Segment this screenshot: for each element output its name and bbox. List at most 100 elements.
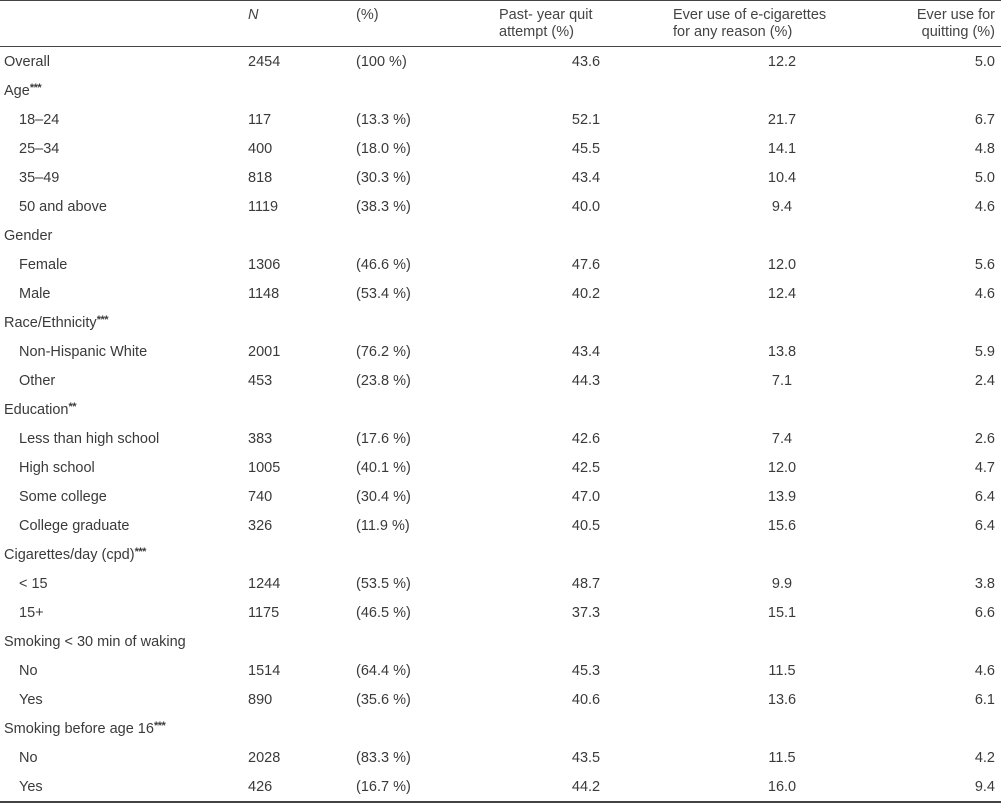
row-label-text: Race/Ethnicity	[4, 314, 97, 331]
table-row: 50 and above 1119 (38.3 %) 40.0 9.4 4.6	[0, 192, 1001, 221]
significance-marker: ***	[29, 81, 42, 94]
cell-quit-attempt: 40.0	[571, 198, 601, 215]
cell-ever-use-ecig: 12.4	[767, 285, 797, 302]
table-row: Yes 890 (35.6 %) 40.6 13.6 6.1	[0, 685, 1001, 714]
cell-quit-attempt	[499, 627, 673, 656]
cell-ever-use-ecig: 13.8	[767, 343, 797, 360]
cell-quit-attempt: 45.3	[571, 662, 601, 679]
cell-quit-attempt: 52.1	[571, 111, 601, 128]
cell-n: 890	[248, 691, 273, 708]
table-row: Some college 740 (30.4 %) 47.0 13.9 6.4	[0, 482, 1001, 511]
cell-ever-use-quitting	[891, 540, 1001, 569]
cell-percent: (46.6 %)	[356, 256, 411, 273]
table-row: Other 453 (23.8 %) 44.3 7.1 2.4	[0, 366, 1001, 395]
cell-n: 117	[248, 111, 272, 128]
table-row: Race/Ethnicity***	[0, 308, 1001, 337]
table-row: Cigarettes/day (cpd)***	[0, 540, 1001, 569]
row-label-text: 25–34	[19, 140, 60, 157]
cell-n: 2028	[248, 749, 281, 766]
cell-quit-attempt: 43.5	[571, 749, 601, 766]
table-row: 35–49 818 (30.3 %) 43.4 10.4 5.0	[0, 163, 1001, 192]
cell-quit-attempt: 42.5	[571, 459, 601, 476]
cell-quit-attempt: 40.5	[571, 517, 601, 534]
cell-percent: (35.6 %)	[356, 691, 411, 708]
subgroup-label: High school	[0, 453, 248, 482]
header-percent: (%)	[356, 0, 499, 47]
table-row: Smoking < 30 min of waking	[0, 627, 1001, 656]
group-label: Smoking < 30 min of waking	[0, 627, 248, 656]
cell-ever-use-ecig	[673, 627, 891, 656]
cell-ever-use-quitting: 2.4	[974, 372, 995, 389]
cell-percent: (64.4 %)	[356, 662, 411, 679]
subgroup-label: No	[0, 656, 248, 685]
table-body: Overall 2454 (100 %) 43.6 12.2 5.0 Age*** 18–24…	[0, 47, 1001, 803]
cell-n: 383	[248, 430, 273, 447]
header-ever-use-quitting: Ever use for quitting (%)	[891, 0, 1001, 47]
header-row: N (%) Past- year quit attempt (%) Ever u…	[0, 0, 1001, 47]
cell-quit-attempt	[499, 76, 673, 105]
cell-percent: (76.2 %)	[356, 343, 411, 360]
group-label: Race/Ethnicity***	[0, 308, 248, 337]
row-label-text: 15+	[19, 604, 44, 621]
cell-percent: (18.0 %)	[356, 140, 411, 157]
cell-quit-attempt: 47.6	[571, 256, 601, 273]
cell-ever-use-quitting: 4.8	[974, 140, 995, 157]
cell-ever-use-quitting	[891, 627, 1001, 656]
cell-n	[248, 395, 356, 424]
cell-ever-use-quitting: 5.0	[974, 169, 995, 186]
row-label-text: Yes	[19, 691, 43, 708]
header-line: Ever use for	[916, 7, 995, 23]
cell-n: 1244	[248, 575, 281, 592]
table-row: Education**	[0, 395, 1001, 424]
cell-quit-attempt: 43.4	[571, 169, 601, 186]
subgroup-label: 15+	[0, 598, 248, 627]
subgroup-label: 35–49	[0, 163, 248, 192]
cell-ever-use-quitting: 5.6	[974, 256, 995, 273]
cell-ever-use-quitting: 6.4	[974, 517, 995, 534]
cell-ever-use-ecig: 7.1	[771, 372, 793, 389]
row-label-text: No	[19, 749, 38, 766]
cell-ever-use-ecig: 12.2	[767, 53, 797, 70]
table-row: Female 1306 (46.6 %) 47.6 12.0 5.6	[0, 250, 1001, 279]
cell-ever-use-ecig	[673, 714, 891, 743]
cell-n: 1148	[248, 285, 280, 302]
subgroup-label: Yes	[0, 685, 248, 714]
cell-percent	[356, 714, 499, 743]
header-past-year-quit-attempt: Past- year quit attempt (%)	[499, 0, 673, 47]
significance-marker: ***	[96, 313, 109, 326]
cell-quit-attempt	[499, 714, 673, 743]
header-line: for any reason (%)	[673, 24, 793, 40]
cell-ever-use-quitting: 6.6	[974, 604, 995, 621]
cell-n: 400	[248, 140, 273, 157]
group-label: Smoking before age 16***	[0, 714, 248, 743]
subgroup-label: < 15	[0, 569, 248, 598]
cell-n	[248, 714, 356, 743]
cell-percent: (53.5 %)	[356, 575, 411, 592]
cell-percent	[356, 395, 499, 424]
cell-ever-use-quitting	[891, 308, 1001, 337]
row-label-text: Some college	[19, 488, 107, 505]
row-label-text: Other	[19, 372, 56, 389]
cell-percent: (16.7 %)	[356, 772, 499, 803]
group-label: Gender	[0, 221, 248, 250]
cell-n: 1005	[248, 459, 281, 476]
row-label-text: Smoking before age 16	[4, 720, 154, 737]
subgroup-label: 25–34	[0, 134, 248, 163]
cell-percent: (11.9 %)	[356, 517, 410, 534]
subgroup-label: 50 and above	[0, 192, 248, 221]
cell-ever-use-ecig: 13.6	[767, 691, 797, 708]
cell-ever-use-quitting: 2.6	[974, 430, 995, 447]
cell-ever-use-quitting: 4.2	[974, 749, 995, 766]
cell-ever-use-ecig: 21.7	[767, 111, 797, 128]
cell-percent	[356, 540, 499, 569]
cell-percent: (30.3 %)	[356, 169, 411, 186]
group-label: Overall	[0, 47, 248, 77]
table-row: Smoking before age 16***	[0, 714, 1001, 743]
cell-ever-use-ecig	[673, 540, 891, 569]
row-label-text: 35–49	[19, 169, 60, 186]
row-label-text: No	[19, 662, 38, 679]
group-label: Age***	[0, 76, 248, 105]
cell-n: 1306	[248, 256, 281, 273]
row-label-text: Overall	[4, 53, 50, 70]
